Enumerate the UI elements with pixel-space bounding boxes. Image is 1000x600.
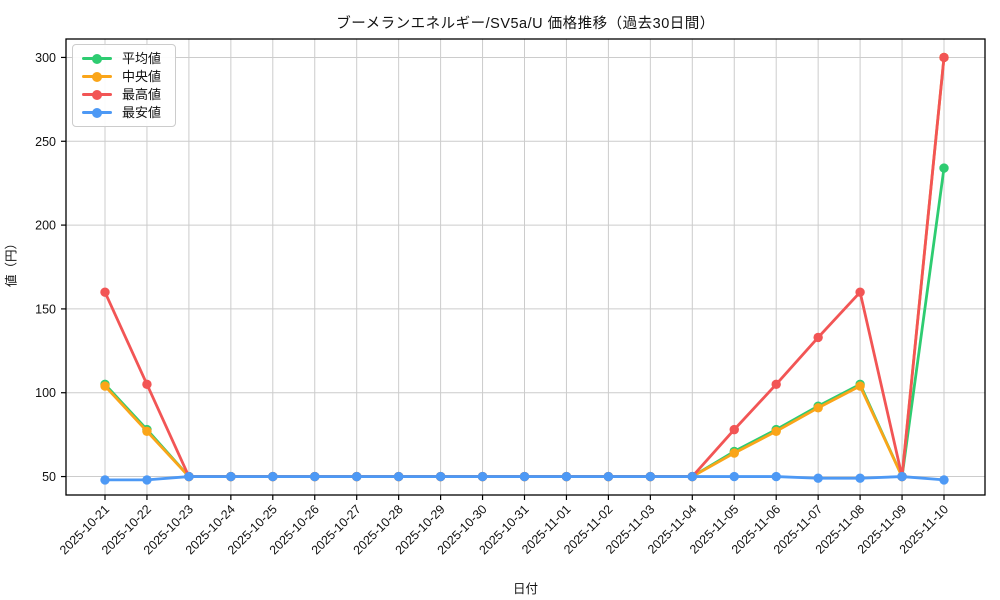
data-point-min (939, 475, 949, 485)
data-point-min (813, 473, 823, 483)
data-point-min (352, 471, 362, 482)
data-point-min (897, 471, 907, 482)
y-tick-label: 250 (35, 135, 56, 149)
y-tick-label: 100 (35, 386, 56, 400)
legend-item-max: 最高値 (82, 88, 161, 101)
data-point-min (687, 471, 697, 482)
data-point-min (855, 473, 865, 483)
data-point-min (393, 471, 404, 482)
legend-label-min: 最安値 (122, 105, 162, 120)
data-point-median (729, 448, 739, 458)
legend-item-median: 中央値 (82, 70, 161, 83)
legend-line-max-icon (82, 89, 112, 100)
legend-line-min-icon (82, 107, 112, 118)
x-axis-label: 日付 (512, 582, 538, 596)
data-point-min (226, 471, 236, 482)
data-point-min (519, 471, 530, 482)
legend-label-median: 中央値 (122, 69, 162, 84)
legend-dot-max-icon (92, 89, 102, 100)
data-point-median (142, 426, 152, 436)
data-point-min (477, 471, 488, 482)
data-point-median (855, 381, 865, 391)
legend-item-mean: 平均値 (82, 52, 161, 65)
legend-line-median-icon (82, 71, 112, 82)
data-point-min (645, 471, 656, 482)
legend-item-min: 最安値 (82, 106, 161, 119)
data-point-min (561, 471, 572, 482)
legend-label-max: 最高値 (122, 87, 162, 102)
y-tick-label: 200 (35, 219, 56, 233)
data-point-median (771, 426, 781, 436)
data-point-mean (939, 163, 949, 173)
y-tick-label: 300 (35, 51, 56, 65)
plot-frame (65, 38, 986, 496)
data-point-min (435, 471, 446, 482)
data-point-max (771, 379, 781, 390)
data-point-max (813, 332, 823, 343)
data-point-max (142, 379, 152, 390)
data-point-min (603, 471, 614, 482)
data-point-max (855, 287, 865, 297)
chart-title: ブーメランエネルギー/SV5a/U 価格推移（過去30日間） (336, 16, 715, 32)
legend-dot-mean-icon (92, 53, 102, 64)
data-point-median (100, 381, 110, 391)
data-point-min (310, 471, 320, 482)
legend-dot-median-icon (92, 71, 102, 82)
data-point-max (729, 424, 739, 435)
y-tick-label: 50 (42, 470, 56, 484)
legend-label-mean: 平均値 (122, 51, 162, 66)
data-point-min (729, 471, 739, 482)
legend: 平均値中央値最高値最安値 (72, 44, 177, 127)
data-point-min (268, 471, 278, 482)
legend-line-mean-icon (82, 53, 112, 64)
y-tick-label: 150 (35, 302, 56, 316)
data-point-min (184, 471, 194, 482)
data-point-max (939, 52, 949, 63)
data-point-min (771, 471, 781, 482)
data-point-max (100, 287, 110, 297)
data-point-min (100, 475, 110, 485)
legend-dot-min-icon (92, 107, 102, 118)
data-point-min (142, 475, 152, 485)
data-point-median (813, 403, 823, 413)
